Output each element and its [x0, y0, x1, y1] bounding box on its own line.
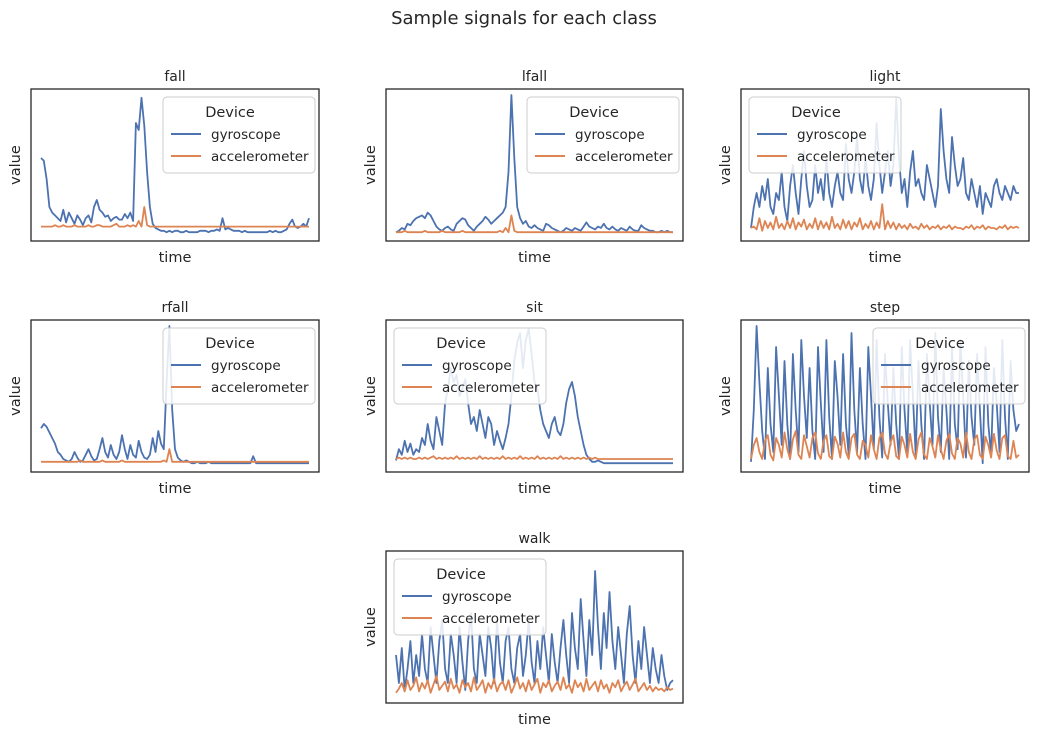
subplot-step: step time value Device gyroscope acceleromete… [718, 300, 1030, 497]
subplot-title: light [869, 69, 901, 85]
legend: Device gyroscope accelerometer [872, 327, 1026, 405]
subplot-title: lfall [522, 69, 547, 85]
subplot-light: light time value Device gyroscope acceleromet… [718, 69, 1030, 266]
series-line-accelerometer [41, 448, 309, 463]
figure-title: Sample signals for each class [391, 8, 657, 29]
y-axis-label: value [363, 607, 379, 647]
legend-label-accelerometer: accelerometer [442, 611, 540, 627]
x-axis-label: time [159, 250, 192, 266]
subplot-title: walk [518, 531, 551, 547]
legend-box [526, 96, 680, 174]
series-line-accelerometer [396, 214, 673, 234]
subplot-title: rfall [161, 300, 188, 316]
subplot-title: sit [526, 300, 543, 316]
legend-label-gyroscope: gyroscope [442, 358, 512, 374]
legend: Device gyroscope accelerometer [393, 558, 547, 636]
legend: Device gyroscope accelerometer [162, 96, 316, 174]
legend-title: Device [915, 336, 965, 352]
plot-frame [30, 319, 320, 473]
series-line-gyroscope [40, 325, 309, 465]
legend: Device gyroscope accelerometer [393, 327, 547, 405]
legend-box [393, 558, 547, 636]
subplot-title: fall [164, 69, 185, 85]
series-line-accelerometer [41, 206, 309, 228]
legend-label-gyroscope: gyroscope [797, 127, 867, 143]
legend-label-accelerometer: accelerometer [211, 380, 309, 396]
legend-title: Device [569, 105, 619, 121]
x-axis-label: time [869, 481, 902, 497]
subplot-walk: walk time value Device gyroscope acceleromete… [363, 531, 684, 728]
legend: Device gyroscope accelerometer [748, 96, 902, 174]
plot-frame [30, 88, 320, 242]
legend-box [393, 327, 547, 405]
series-line-accelerometer [395, 455, 673, 460]
y-axis-label: value [718, 145, 734, 185]
plot-frame [740, 319, 1030, 473]
subplot-lfall: lfall time value Device gyroscope acceleromet… [363, 69, 684, 266]
x-axis-label: time [159, 481, 192, 497]
legend-label-gyroscope: gyroscope [442, 589, 512, 605]
legend-title: Device [205, 105, 255, 121]
subplot-fall: fall time value Device gyroscope acceleromete… [8, 69, 320, 266]
legend: Device gyroscope accelerometer [162, 327, 316, 405]
plot-frame [385, 319, 684, 473]
legend-box [748, 96, 902, 174]
legend-title: Device [436, 336, 486, 352]
legend-label-gyroscope: gyroscope [211, 358, 281, 374]
legend-label-accelerometer: accelerometer [211, 149, 309, 165]
legend-title: Device [436, 567, 486, 583]
y-axis-label: value [8, 145, 24, 185]
legend-box [162, 327, 316, 405]
series-line-accelerometer [395, 675, 674, 694]
y-axis-label: value [718, 376, 734, 416]
legend-title: Device [791, 105, 841, 121]
legend-box [872, 327, 1026, 405]
subplot-sit: sit time value Device gyroscope accelerometer [363, 300, 684, 497]
legend-box [162, 96, 316, 174]
y-axis-label: value [8, 376, 24, 416]
legend-label-accelerometer: accelerometer [797, 149, 895, 165]
plot-frame [385, 88, 684, 242]
y-axis-label: value [363, 145, 379, 185]
series-line-accelerometer [750, 203, 1020, 232]
plot-frame [385, 550, 684, 704]
series-line-accelerometer [750, 430, 1020, 462]
legend-label-accelerometer: accelerometer [575, 149, 673, 165]
x-axis-label: time [869, 250, 902, 266]
subplot-title: step [870, 300, 900, 316]
x-axis-label: time [518, 250, 551, 266]
legend-label-accelerometer: accelerometer [921, 380, 1019, 396]
plot-frame [740, 88, 1030, 242]
legend-label-gyroscope: gyroscope [921, 358, 991, 374]
legend-title: Device [205, 336, 255, 352]
legend-label-gyroscope: gyroscope [575, 127, 645, 143]
x-axis-label: time [518, 712, 551, 728]
legend-label-accelerometer: accelerometer [442, 380, 540, 396]
legend: Device gyroscope accelerometer [526, 96, 680, 174]
y-axis-label: value [363, 376, 379, 416]
series-line-gyroscope [40, 96, 310, 234]
legend-label-gyroscope: gyroscope [211, 127, 281, 143]
subplot-rfall: rfall time value Device gyroscope acceleromet… [8, 300, 320, 497]
x-axis-label: time [518, 481, 551, 497]
